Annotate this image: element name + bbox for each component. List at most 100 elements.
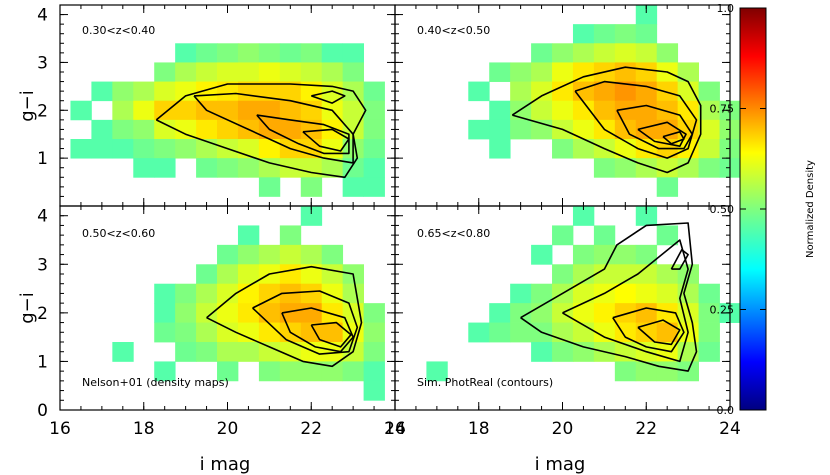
- density-cell: [635, 244, 658, 265]
- density-cell: [321, 43, 344, 63]
- density-cell: [572, 119, 595, 140]
- colorbar-tick-label: 0.25: [710, 304, 735, 317]
- density-cell: [614, 322, 637, 343]
- contour-line: [311, 90, 346, 104]
- density-cell: [321, 158, 344, 178]
- density-cell: [593, 158, 616, 178]
- density-cell: [572, 206, 595, 226]
- density-cell: [300, 43, 323, 63]
- y-tick-label: 4: [37, 6, 48, 26]
- density-cell: [279, 119, 302, 140]
- density-cell: [593, 303, 616, 323]
- density-cell: [510, 303, 532, 323]
- density-cell: [300, 303, 323, 323]
- density-cell: [112, 119, 134, 140]
- density-cell: [489, 303, 511, 323]
- density-cell: [531, 283, 553, 304]
- density-cell: [175, 322, 197, 343]
- density-cell: [614, 43, 637, 63]
- density-note: Nelson+01 (density maps): [82, 376, 229, 389]
- density-cell: [635, 158, 658, 178]
- density-cell: [489, 100, 511, 121]
- density-cell: [196, 158, 218, 178]
- density-cell: [614, 24, 637, 44]
- density-cell: [237, 322, 260, 343]
- y-axis-label-bottom: g−i: [17, 292, 38, 324]
- density-cell: [572, 139, 595, 159]
- contour-line: [612, 307, 685, 353]
- y-tick-label: 3: [37, 53, 48, 73]
- density-cell: [698, 81, 720, 102]
- density-cell: [363, 139, 385, 159]
- density-cell: [698, 342, 720, 362]
- density-cell: [321, 303, 344, 323]
- density-cell: [656, 303, 679, 323]
- panel-title: 0.65<z<0.80: [417, 227, 490, 240]
- colorbar-tick-label: 0.50: [710, 203, 735, 216]
- contour-line: [256, 114, 350, 155]
- density-cell: [217, 361, 239, 382]
- density-cell: [363, 361, 385, 382]
- density-cell: [614, 81, 637, 102]
- density-cell: [70, 100, 92, 121]
- density-cell: [217, 322, 239, 343]
- density-cell: [656, 43, 679, 63]
- density-cell: [510, 283, 532, 304]
- density-cell: [468, 119, 490, 140]
- density-cell: [321, 361, 344, 382]
- density-cell: [363, 119, 385, 140]
- density-cell: [154, 100, 176, 121]
- density-cell: [133, 158, 155, 178]
- density-cell: [258, 43, 281, 63]
- density-cell: [196, 303, 218, 323]
- density-cell: [677, 62, 699, 82]
- density-cell: [217, 283, 239, 304]
- y-tick-label: 0: [37, 401, 48, 421]
- density-cell: [258, 322, 281, 343]
- density-cell: [363, 177, 385, 197]
- density-cell: [698, 119, 720, 140]
- density-cell: [217, 158, 239, 178]
- density-cell: [635, 43, 658, 63]
- density-cell: [342, 100, 364, 121]
- density-cell: [175, 283, 197, 304]
- density-cell: [300, 177, 323, 197]
- density-cell: [593, 43, 616, 63]
- density-cell: [321, 264, 344, 285]
- density-cell: [635, 100, 658, 121]
- density-cell: [363, 342, 385, 362]
- density-cell: [489, 119, 511, 140]
- density-cell: [635, 119, 658, 140]
- density-cell: [698, 322, 720, 343]
- density-cell: [300, 264, 323, 285]
- density-cell: [112, 81, 134, 102]
- density-cell: [279, 62, 302, 82]
- contour-line: [520, 222, 698, 372]
- density-cell: [510, 81, 532, 102]
- y-tick-label: 2: [37, 101, 48, 121]
- density-cell: [300, 158, 323, 178]
- density-cell: [279, 100, 302, 121]
- density-cell: [698, 100, 720, 121]
- density-cell: [279, 225, 302, 246]
- density-cell: [593, 322, 616, 343]
- density-cell: [614, 361, 637, 382]
- density-cell: [258, 342, 281, 362]
- density-cell: [175, 81, 197, 102]
- density-cell: [237, 342, 260, 362]
- density-cell: [342, 43, 364, 63]
- density-cell: [279, 361, 302, 382]
- density-cell: [133, 119, 155, 140]
- density-cell: [572, 43, 595, 63]
- density-cell: [552, 264, 574, 285]
- density-cell: [593, 225, 616, 246]
- density-cell: [154, 283, 176, 304]
- y-tick-label: 3: [37, 255, 48, 275]
- density-cell: [656, 158, 679, 178]
- density-cell: [635, 264, 658, 285]
- contour-note: Sim. PhotReal (contours): [417, 376, 553, 389]
- density-cell: [572, 264, 595, 285]
- density-cell: [175, 119, 197, 140]
- density-cell: [363, 158, 385, 178]
